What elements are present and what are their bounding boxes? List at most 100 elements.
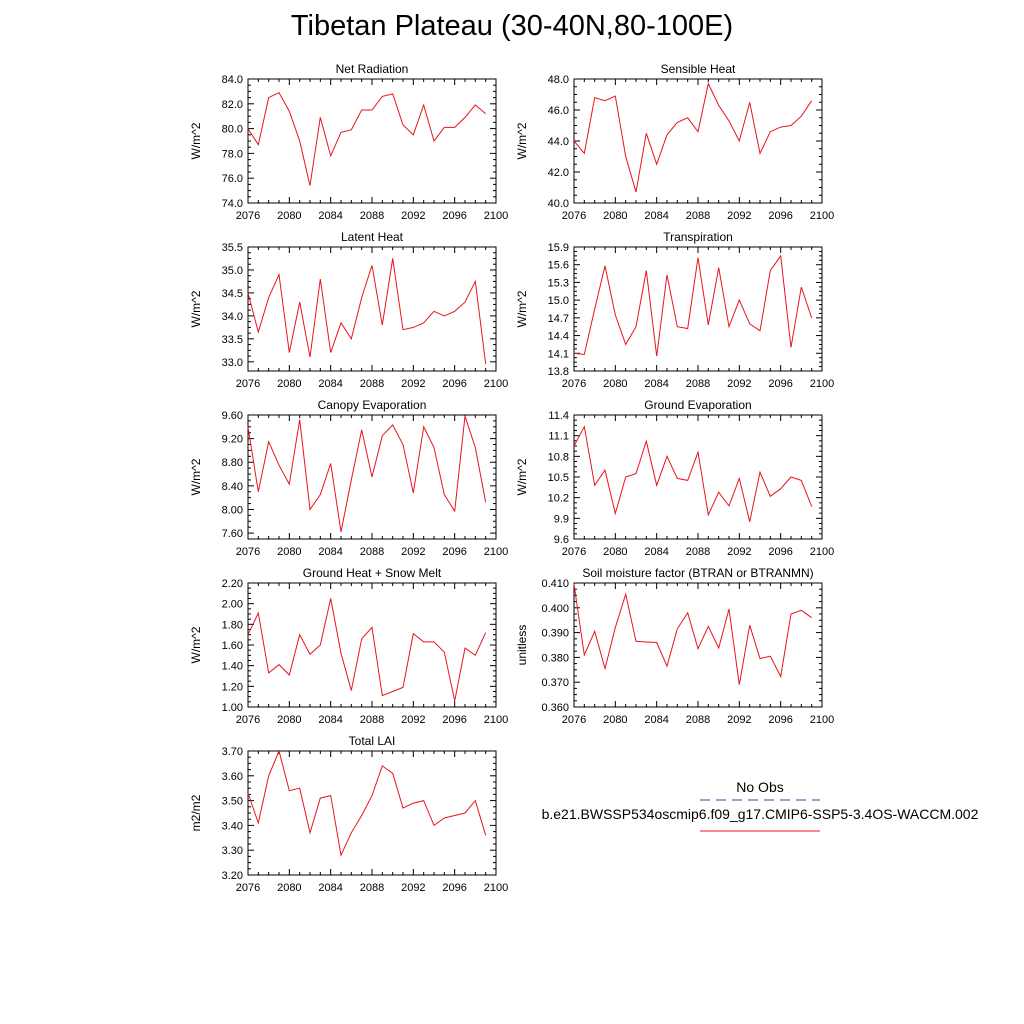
y-tick-label: 48.0 [548,74,569,86]
panel-title: Net Radiation [336,62,409,76]
legend-obs-label: No Obs [736,779,784,795]
x-tick-label: 2080 [277,546,301,558]
y-tick-label: 8.40 [222,481,243,493]
y-tick-label: 80.0 [222,124,243,136]
x-tick-label: 2096 [442,210,466,222]
plot-frame [573,246,823,372]
plot-frame [247,582,497,708]
y-tick-label: 1.40 [222,661,243,673]
y-tick-label: 8.80 [222,457,243,469]
plot-frame [247,750,497,876]
panel-7: Soil moisture factor (BTRAN or BTRANMN) u… [515,566,834,726]
x-tick-label: 2100 [810,714,834,726]
panel-1: Sensible Heat W/m^2 2076 2080 2084 2088 2092 20… [515,62,834,222]
panel-6: Ground Heat + Snow Melt W/m^2 2076 2080 2084… [189,566,508,726]
x-tick-label: 2076 [562,546,586,558]
x-tick-label: 2080 [603,546,627,558]
y-tick-label: 46.0 [548,105,569,117]
x-tick-label: 2088 [686,210,710,222]
series-line [247,91,487,186]
x-tick-label: 2092 [401,378,425,390]
x-tick-label: 2076 [236,882,260,894]
x-tick-label: 2092 [727,378,751,390]
x-tick-label: 2084 [318,882,342,894]
y-tick-label: 3.60 [222,771,243,783]
y-axis-label: W/m^2 [515,458,529,495]
x-tick-label: 2100 [484,378,508,390]
series-line [573,425,813,522]
y-axis-label: m2/m2 [189,794,203,831]
series-line [573,82,813,193]
x-tick-label: 2096 [768,714,792,726]
y-tick-label: 14.4 [548,331,569,343]
x-tick-label: 2080 [277,210,301,222]
y-tick-label: 0.360 [541,702,569,714]
x-tick-label: 2076 [562,714,586,726]
y-tick-label: 14.7 [548,313,569,325]
y-tick-label: 10.8 [548,451,569,463]
x-tick-label: 2076 [562,378,586,390]
y-tick-label: 0.390 [541,628,569,640]
panel-4: Canopy Evaporation W/m^2 2076 2080 2084 2088 2… [189,398,508,558]
x-tick-label: 2084 [644,546,668,558]
panel-title: Ground Evaporation [644,398,751,412]
panel-title: Soil moisture factor (BTRAN or BTRANMN) [582,566,813,580]
panel-title: Canopy Evaporation [318,398,427,412]
y-tick-label: 15.3 [548,277,569,289]
y-tick-label: 34.0 [222,311,243,323]
x-tick-label: 2080 [277,714,301,726]
x-tick-label: 2084 [644,378,668,390]
y-tick-label: 84.0 [222,74,243,86]
x-tick-label: 2092 [401,210,425,222]
y-axis-label: W/m^2 [515,290,529,327]
y-tick-label: 3.40 [222,820,243,832]
x-tick-label: 2092 [727,546,751,558]
panel-title: Latent Heat [341,230,404,244]
series-line [573,254,813,357]
panel-2: Latent Heat W/m^2 2076 2080 2084 2088 2092 2096… [189,230,508,390]
y-tick-label: 0.410 [541,578,569,590]
y-tick-label: 15.0 [548,295,569,307]
y-tick-label: 34.5 [222,288,243,300]
x-tick-label: 2100 [484,882,508,894]
x-tick-label: 2096 [442,714,466,726]
x-tick-label: 2100 [810,210,834,222]
x-tick-label: 2084 [644,210,668,222]
y-tick-label: 2.20 [222,578,243,590]
x-tick-label: 2096 [768,378,792,390]
y-tick-label: 42.0 [548,167,569,179]
y-tick-label: 3.70 [222,746,243,758]
x-tick-label: 2096 [442,882,466,894]
x-tick-label: 2080 [277,882,301,894]
y-tick-label: 33.0 [222,357,243,369]
panel-3: Transpiration W/m^2 2076 2080 2084 2088 2092 20… [515,230,834,390]
y-tick-label: 1.20 [222,681,243,693]
y-axis-label: W/m^2 [189,626,203,663]
y-tick-label: 1.60 [222,640,243,652]
x-tick-label: 2084 [318,378,342,390]
series-line [247,598,487,701]
x-tick-label: 2080 [603,378,627,390]
x-tick-label: 2084 [318,210,342,222]
y-tick-label: 3.20 [222,870,243,882]
x-tick-label: 2100 [810,378,834,390]
y-tick-label: 10.5 [548,472,569,484]
y-tick-label: 8.00 [222,504,243,516]
y-tick-label: 7.60 [222,528,243,540]
x-tick-label: 2088 [360,210,384,222]
plot-frame [247,78,497,204]
x-tick-label: 2080 [603,210,627,222]
x-tick-label: 2100 [810,546,834,558]
y-tick-label: 35.0 [222,265,243,277]
y-tick-label: 11.4 [548,410,569,422]
x-tick-label: 2076 [562,210,586,222]
series-line [573,584,812,685]
y-tick-label: 15.6 [548,260,569,272]
x-tick-label: 2080 [603,714,627,726]
x-tick-label: 2076 [236,546,260,558]
x-tick-label: 2076 [236,210,260,222]
y-tick-label: 3.50 [222,796,243,808]
y-tick-label: 40.0 [548,198,569,210]
y-axis-label: W/m^2 [189,122,203,159]
